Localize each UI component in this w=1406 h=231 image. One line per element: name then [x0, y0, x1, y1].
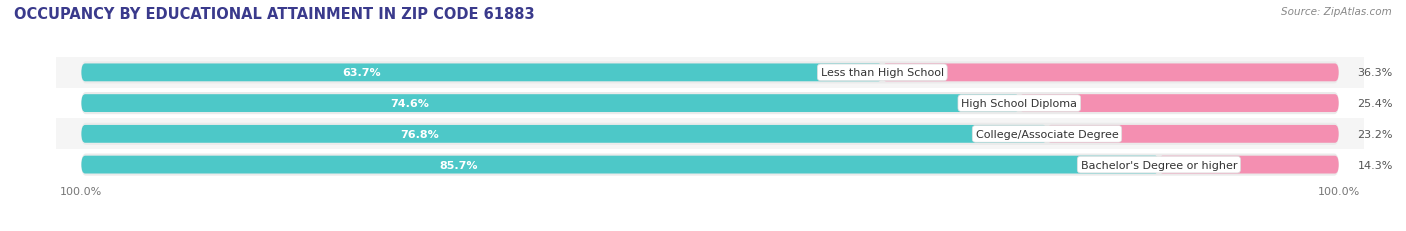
- FancyBboxPatch shape: [82, 123, 1339, 145]
- FancyBboxPatch shape: [56, 150, 1364, 180]
- FancyBboxPatch shape: [82, 95, 1019, 112]
- Text: 63.7%: 63.7%: [343, 68, 381, 78]
- FancyBboxPatch shape: [82, 93, 1339, 115]
- Text: Source: ZipAtlas.com: Source: ZipAtlas.com: [1281, 7, 1392, 17]
- Text: College/Associate Degree: College/Associate Degree: [976, 129, 1118, 139]
- Text: 85.7%: 85.7%: [439, 160, 478, 170]
- FancyBboxPatch shape: [82, 64, 883, 82]
- FancyBboxPatch shape: [56, 119, 1364, 150]
- Text: OCCUPANCY BY EDUCATIONAL ATTAINMENT IN ZIP CODE 61883: OCCUPANCY BY EDUCATIONAL ATTAINMENT IN Z…: [14, 7, 534, 22]
- FancyBboxPatch shape: [82, 62, 1339, 84]
- Text: Less than High School: Less than High School: [821, 68, 943, 78]
- Text: 36.3%: 36.3%: [1358, 68, 1393, 78]
- Text: Bachelor's Degree or higher: Bachelor's Degree or higher: [1081, 160, 1237, 170]
- FancyBboxPatch shape: [883, 64, 1339, 82]
- Text: 14.3%: 14.3%: [1358, 160, 1393, 170]
- FancyBboxPatch shape: [1019, 95, 1339, 112]
- FancyBboxPatch shape: [82, 125, 1047, 143]
- Text: 74.6%: 74.6%: [391, 99, 429, 109]
- Text: 25.4%: 25.4%: [1358, 99, 1393, 109]
- Text: 23.2%: 23.2%: [1358, 129, 1393, 139]
- FancyBboxPatch shape: [82, 154, 1339, 176]
- FancyBboxPatch shape: [1047, 125, 1339, 143]
- Text: 76.8%: 76.8%: [399, 129, 439, 139]
- FancyBboxPatch shape: [82, 156, 1159, 174]
- Text: High School Diploma: High School Diploma: [962, 99, 1077, 109]
- FancyBboxPatch shape: [56, 58, 1364, 88]
- FancyBboxPatch shape: [1159, 156, 1339, 174]
- FancyBboxPatch shape: [56, 88, 1364, 119]
